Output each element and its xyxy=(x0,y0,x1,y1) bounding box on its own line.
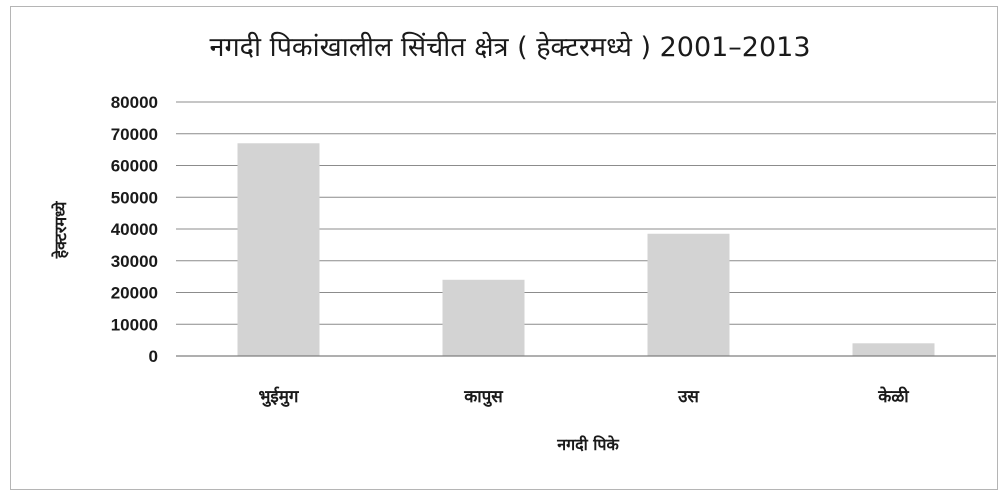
chart-title: नगदी पिकांखालील सिंचीत क्षेत्र ( हेक्टरम… xyxy=(209,31,810,63)
x-tick-label: भुईमुग xyxy=(258,386,299,407)
y-tick-label: 60000 xyxy=(111,157,158,176)
y-axis-label: हेक्टरमध्ये xyxy=(51,201,70,259)
y-tick-label: 20000 xyxy=(111,284,158,303)
y-tick-label: 30000 xyxy=(111,252,158,271)
y-tick-label: 0 xyxy=(149,347,158,366)
bar-1 xyxy=(237,143,320,356)
y-axis-ticks: 0 10000 20000 30000 40000 50000 60000 70000 8000… xyxy=(111,93,158,366)
bar-2 xyxy=(442,279,525,356)
x-tick-label: केळी xyxy=(877,386,909,407)
x-axis-label: नगदी पिके xyxy=(556,435,619,454)
x-tick-label: उस xyxy=(677,387,700,407)
y-tick-label: 70000 xyxy=(111,125,158,144)
bar-3 xyxy=(647,233,730,356)
x-axis-ticks: भुईमुग कापुस उस केळी xyxy=(258,386,909,407)
y-tick-label: 10000 xyxy=(111,315,158,334)
chart-frame xyxy=(10,6,998,490)
y-tick-label: 80000 xyxy=(111,93,158,112)
x-tick-label: कापुस xyxy=(463,387,504,407)
y-tick-label: 40000 xyxy=(111,220,158,239)
y-tick-label: 50000 xyxy=(111,188,158,207)
bars xyxy=(237,143,935,356)
bar-4 xyxy=(852,343,935,356)
